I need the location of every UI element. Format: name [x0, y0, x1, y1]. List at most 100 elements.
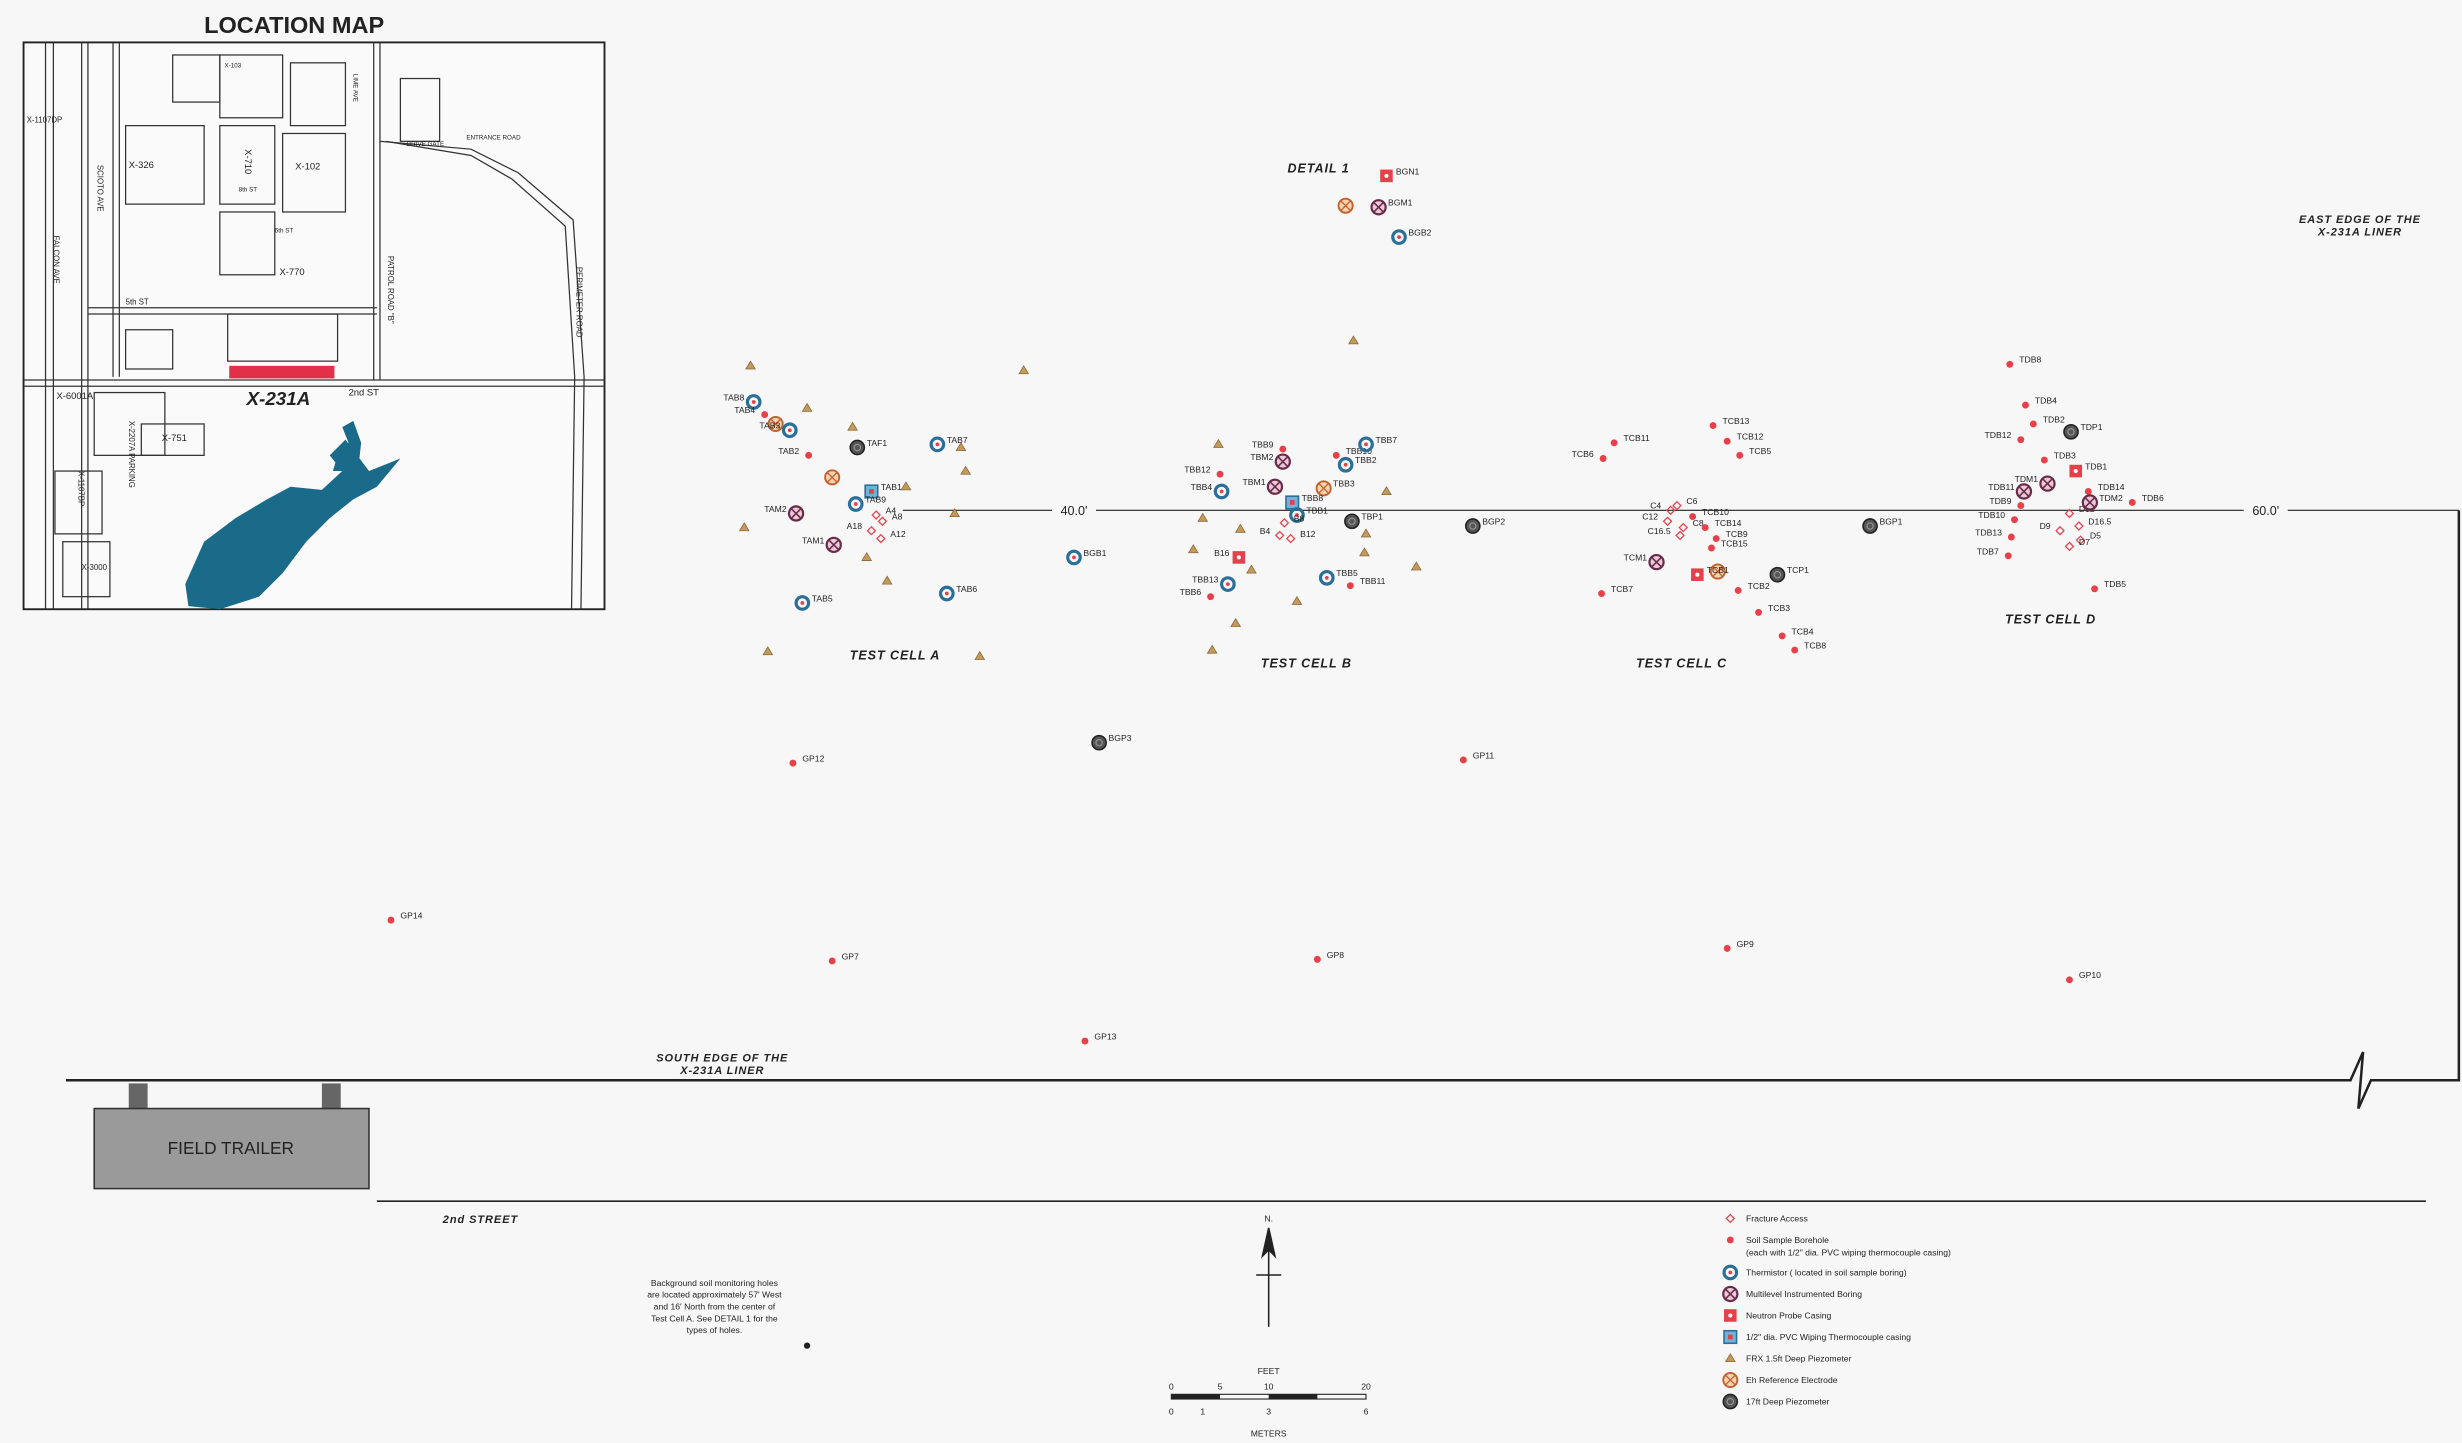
instrument-label: TDP1 — [2080, 422, 2102, 432]
instrument-label: TDB11 — [1988, 482, 2014, 492]
thermistor-core — [1072, 556, 1076, 560]
soil-borehole — [2011, 516, 2018, 523]
site-map: LOCATION MAP FIELD TRAILER 2nd STREET N.… — [0, 0, 2462, 1443]
deep-piezometer — [1466, 519, 1480, 533]
thermistor-core — [1220, 490, 1224, 494]
soil-borehole — [2006, 361, 2013, 368]
thermocouple-inner — [1728, 1335, 1733, 1340]
soil-borehole — [2017, 502, 2024, 509]
instrument-label: GP12 — [802, 754, 824, 764]
instrument-label: TDB4 — [2035, 396, 2057, 406]
scale-meter-tick: 0 — [1169, 1407, 1174, 1417]
test-cell-label: TEST CELL C — [1636, 656, 1727, 670]
deep-piezometer — [1092, 736, 1106, 750]
instrument-label: GP7 — [842, 951, 859, 961]
instrument-label: TDB9 — [1989, 496, 2011, 506]
instrument-label: A12 — [890, 529, 906, 539]
legend-note: (each with 1/2" dia. PVC wiping thermoco… — [1746, 1248, 1951, 1258]
instrument-label: TAB2 — [778, 446, 799, 456]
instrument-label: A8 — [892, 512, 903, 522]
instrument-label: BGN1 — [1396, 166, 1420, 176]
soil-borehole — [1347, 582, 1354, 589]
south-edge-label: SOUTH EDGE OF THE — [656, 1052, 788, 1064]
legend-label: 1/2" dia. PVC Wiping Thermocouple casing — [1746, 1332, 1911, 1342]
scale-feet-label: FEET — [1258, 1366, 1281, 1376]
instrument-label: TAM2 — [764, 504, 787, 514]
instrument-label: TBB9 — [1252, 440, 1274, 450]
soil-borehole — [2005, 552, 2012, 559]
instrument-label: TCM1 — [1624, 553, 1648, 563]
legend-label: Fracture Access — [1746, 1214, 1808, 1224]
soil-borehole — [1779, 632, 1786, 639]
dimension-label: 60.0' — [2252, 504, 2279, 518]
instrument-label: TAB1 — [881, 482, 902, 492]
instrument-label: TBM1 — [1243, 477, 1266, 487]
location-label: X-751 — [162, 432, 187, 443]
note-text: Background soil monitoring holes — [651, 1278, 778, 1288]
scale-meter-tick: 6 — [1364, 1407, 1369, 1417]
soil-borehole — [388, 917, 395, 924]
thermistor-core — [1344, 463, 1348, 467]
instrument-label: TCB15 — [1721, 538, 1748, 548]
instrument-label: TAB4 — [734, 405, 755, 415]
instrument-label: TCB6 — [1572, 449, 1594, 459]
soil-borehole — [2066, 976, 2073, 983]
instrument-label: D16.5 — [2088, 516, 2111, 526]
location-label: SCIOTO AVE — [95, 165, 104, 212]
soil-borehole — [1217, 471, 1224, 478]
thermistor-core — [752, 400, 756, 404]
thermocouple-inner — [1290, 500, 1295, 505]
location-label: X-1107DP — [27, 115, 63, 124]
instrument-label: TBM2 — [1250, 452, 1273, 462]
thermistor-core — [1728, 1271, 1732, 1275]
soil-borehole — [2030, 421, 2037, 428]
instrument-label: TDB1 — [2085, 461, 2107, 471]
deep-piezometer — [2064, 425, 2078, 439]
soil-borehole — [761, 411, 768, 418]
instrument-label: BGP2 — [1482, 516, 1505, 526]
deep-piezometer — [1863, 519, 1877, 533]
instrument-label: TDM2 — [2099, 493, 2123, 503]
soil-borehole — [789, 760, 796, 767]
instrument-label: TBB7 — [1375, 435, 1397, 445]
instrument-label: C6 — [1686, 496, 1697, 506]
instrument-label: TCB5 — [1749, 446, 1771, 456]
instrument-label: GP10 — [2079, 970, 2101, 980]
scale-feet-tick: 10 — [1264, 1382, 1274, 1392]
location-label: X-103 — [225, 63, 242, 70]
instrument-label: B12 — [1300, 529, 1316, 539]
soil-borehole — [1279, 446, 1286, 453]
soil-borehole — [2022, 402, 2029, 409]
legend-label: Multilevel Instrumented Boring — [1746, 1289, 1862, 1299]
soil-borehole — [1710, 422, 1717, 429]
scale-meter-tick: 3 — [1266, 1407, 1271, 1417]
soil-borehole — [1735, 587, 1742, 594]
instrument-label: TDB13 — [1975, 527, 2002, 537]
instrument-label: TAB6 — [956, 584, 977, 594]
location-label: X-1107BP — [77, 471, 86, 506]
east-edge-label: EAST EDGE OF THE — [2299, 214, 2421, 226]
instrument-label: TBB13 — [1192, 575, 1219, 585]
neutron-dot — [1695, 573, 1699, 577]
detail-label: DETAIL 1 — [1288, 162, 1350, 176]
instrument-label: TCB11 — [1624, 433, 1650, 443]
thermistor-core — [935, 442, 939, 446]
location-label: 5th ST — [126, 298, 149, 307]
instrument-label: TCB14 — [1715, 518, 1742, 528]
location-label: 8th ST — [239, 187, 258, 194]
north-label: N. — [1264, 1214, 1273, 1224]
note-text: are located approximately 57' West — [647, 1290, 782, 1300]
instrument-label: TBP1 — [1361, 512, 1383, 522]
deep-piezometer — [1345, 514, 1359, 528]
scale-feet-tick: 5 — [1218, 1382, 1223, 1392]
soil-borehole — [2008, 534, 2015, 541]
neutron-dot — [1384, 174, 1388, 178]
location-label: 2nd ST — [349, 387, 380, 398]
soil-borehole — [2041, 457, 2048, 464]
instrument-label: TCB13 — [1722, 416, 1749, 426]
instrument-label: TDB2 — [2043, 414, 2065, 424]
soil-borehole — [1727, 1237, 1734, 1244]
instrument-label: GP13 — [1094, 1031, 1116, 1041]
thermistor-core — [1325, 576, 1329, 580]
scale-meter-tick: 1 — [1200, 1407, 1205, 1417]
